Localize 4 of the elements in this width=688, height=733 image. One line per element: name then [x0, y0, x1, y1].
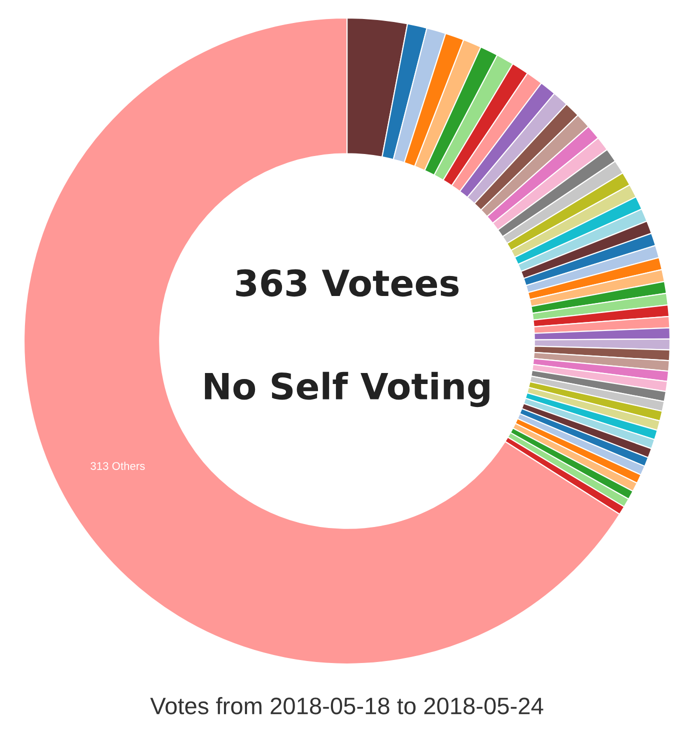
text: 363 Votees [236, 269, 459, 297]
text: No Self Voting [204, 372, 490, 408]
slice-label: 313 Others [90, 462, 145, 470]
text: Votes from 2018-05-18 to 2018-05-24 [150, 697, 544, 714]
